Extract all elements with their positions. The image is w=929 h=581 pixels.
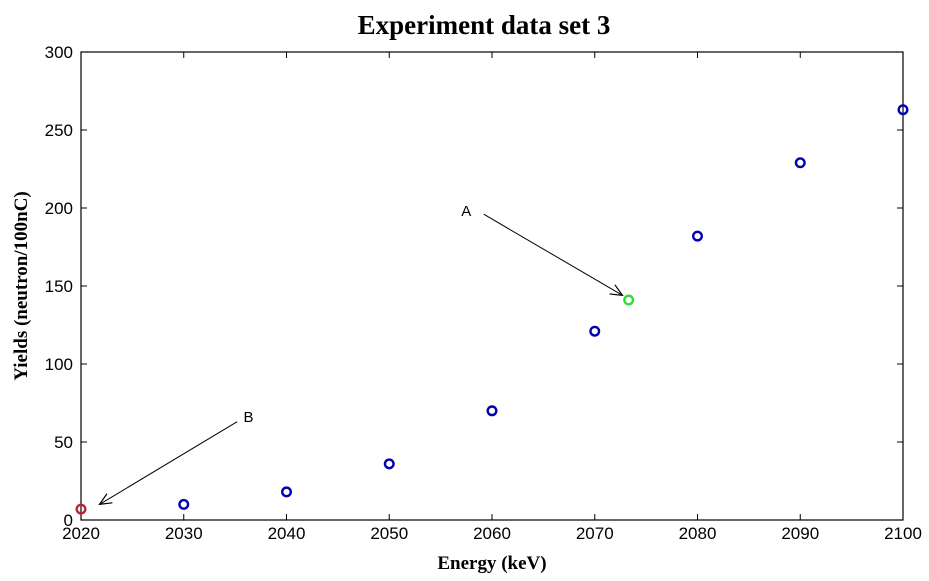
data-point	[75, 503, 87, 515]
y-tick-label: 300	[45, 43, 73, 62]
x-tick-label: 2030	[165, 524, 203, 543]
data-point	[692, 230, 704, 242]
data-point	[794, 157, 806, 169]
chart-title: Experiment data set 3	[358, 10, 611, 40]
data-points	[75, 104, 909, 515]
y-axis-label: Yields (neutron/100nC)	[11, 191, 32, 381]
y-tick-label: 0	[64, 511, 73, 530]
axis-tick-labels: 2020 2030 2040 2050 2060 2070 2080 2090 2100 0 50 1…	[45, 43, 922, 543]
data-point	[178, 498, 190, 510]
x-tick-label: 2050	[370, 524, 408, 543]
data-point	[623, 294, 635, 306]
axis-ticks	[80, 51, 904, 521]
x-axis-label: Energy (keV)	[437, 553, 546, 574]
x-tick-label: 2070	[576, 524, 614, 543]
x-tick-label: 2100	[884, 524, 922, 543]
annotation-arrowhead	[98, 493, 113, 506]
y-tick-label: 250	[45, 121, 73, 140]
annotation-arrowhead	[609, 284, 624, 297]
x-tick-label: 2090	[781, 524, 819, 543]
annotation-arrow	[99, 421, 238, 505]
x-tick-label: 2060	[473, 524, 511, 543]
y-tick-label: 200	[45, 199, 73, 218]
data-point	[486, 405, 498, 417]
annotations: AB	[98, 203, 624, 506]
x-tick-label: 2020	[62, 524, 100, 543]
y-tick-label: 100	[45, 355, 73, 374]
x-tick-label: 2040	[268, 524, 306, 543]
annotation-label: B	[243, 409, 253, 426]
annotation-arrow	[483, 213, 623, 296]
data-point	[897, 104, 909, 116]
plot-area	[80, 51, 904, 521]
data-point	[383, 458, 395, 470]
annotation-label: A	[461, 203, 471, 220]
y-tick-label: 150	[45, 277, 73, 296]
data-point	[589, 325, 601, 337]
data-point	[281, 486, 293, 498]
y-tick-label: 50	[54, 433, 73, 452]
x-tick-label: 2080	[679, 524, 717, 543]
